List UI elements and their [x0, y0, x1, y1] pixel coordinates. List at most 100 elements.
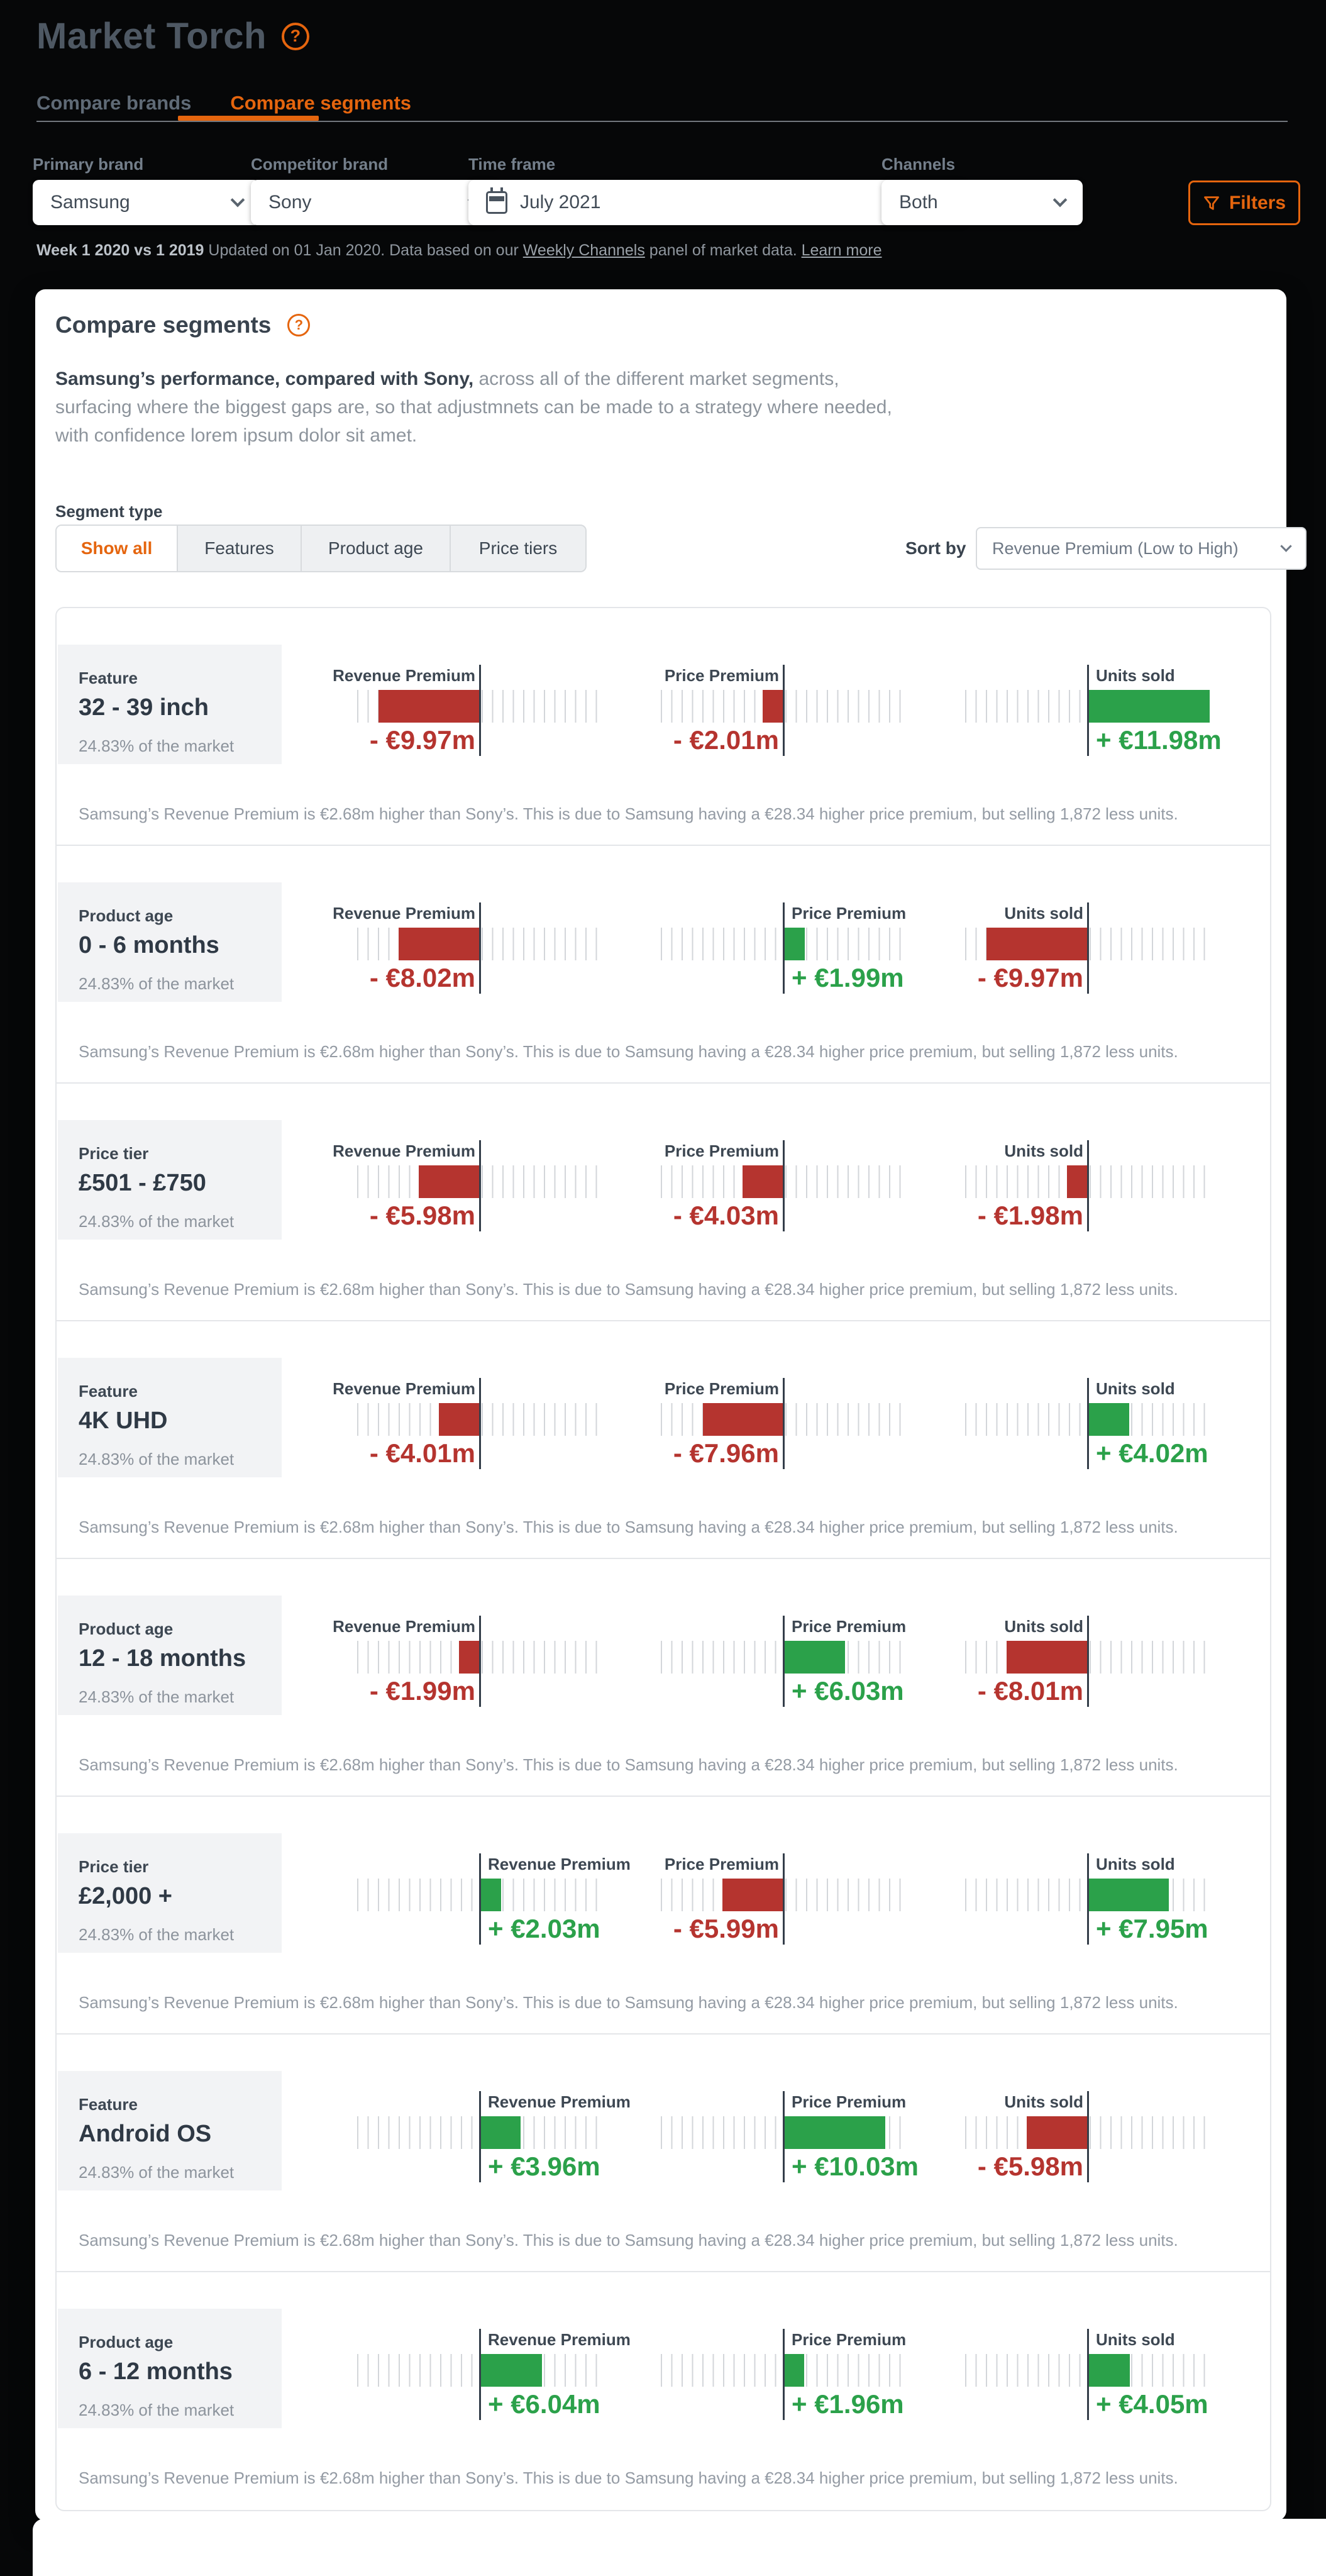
segment-card: Feature 4K UHD 24.83% of the market [58, 1358, 282, 1477]
sort-by-value: Revenue Premium (Low to High) [992, 538, 1239, 558]
segment-type: Product age [79, 906, 174, 925]
tick-scale [357, 928, 606, 960]
negative-bar [703, 1403, 783, 1436]
filters-button[interactable]: Filters [1188, 180, 1300, 225]
metric-label: Price Premium [664, 1379, 779, 1398]
metric-label: Price Premium [792, 2092, 907, 2111]
zero-axis [783, 1378, 785, 1469]
metric-value: - €1.98m [977, 1201, 1083, 1230]
negative-bar [763, 690, 783, 723]
metric-cell-revenue-premium: Revenue Premium + €3.96m [357, 2091, 631, 2182]
tick-scale [661, 1165, 910, 1198]
channels-select[interactable]: Both [881, 180, 1083, 225]
metric-cell-price-premium: Price Premium - €7.96m [661, 1378, 910, 1469]
competitor-brand-select[interactable]: Sony [251, 180, 497, 225]
tick-scale [965, 2116, 1214, 2149]
segment-card: Product age 6 - 12 months 24.83% of the … [58, 2309, 282, 2428]
zero-axis [1087, 1140, 1089, 1231]
metric-cell-units-sold: Units sold + €11.98m [965, 665, 1222, 756]
metric-label: Units sold [1004, 904, 1083, 923]
compare-segments-panel: Compare segments ? Samsung’s performance… [35, 289, 1307, 2521]
zero-axis [783, 1616, 785, 1707]
metric-value: - €2.01m [673, 725, 779, 755]
metric-value: - €7.96m [673, 1438, 779, 1468]
tab-divider [36, 121, 1288, 122]
segment-type: Feature [79, 1382, 138, 1401]
panel-description-bold: Samsung’s performance, compared with Son… [55, 369, 474, 389]
sort-by-select[interactable]: Revenue Premium (Low to High) [976, 527, 1307, 570]
zero-axis [1087, 2329, 1089, 2420]
negative-bar [378, 690, 479, 723]
segment-card: Price tier £2,000 + 24.83% of the market [58, 1833, 282, 1953]
tab-compare-segments[interactable]: Compare segments [230, 92, 412, 114]
page-title: Market Torch [36, 16, 267, 57]
metric-label: Revenue Premium [333, 1617, 475, 1636]
metric-value: + €6.03m [792, 1676, 904, 1706]
metric-label: Price Premium [664, 1855, 779, 1874]
metric-value: + €10.03m [792, 2151, 919, 2181]
segment-list: Feature 32 - 39 inch 24.83% of the marke… [55, 607, 1271, 2511]
segment-row: Feature Android OS 24.83% of the market … [57, 2035, 1270, 2272]
positive-bar [481, 1879, 501, 1911]
segment-type-button-group: Show all Features Product age Price tiers [55, 525, 587, 572]
segment-summary: Samsung’s Revenue Premium is €2.68m high… [79, 1280, 1178, 1299]
segment-name: 4K UHD [79, 1407, 168, 1434]
info-text: Updated on 01 Jan 2020. Data based on ou… [204, 242, 523, 259]
segment-type: Price tier [79, 1144, 149, 1163]
metric-label: Price Premium [792, 904, 907, 923]
segment-type-option-show-all[interactable]: Show all [57, 526, 178, 571]
segment-summary: Samsung’s Revenue Premium is €2.68m high… [79, 804, 1178, 823]
metric-cell-units-sold: Units sold + €7.95m [965, 1853, 1214, 1945]
metric-label: Price Premium [792, 1617, 907, 1636]
chevron-down-icon [230, 192, 245, 208]
segment-market-share: 24.83% of the market [79, 974, 235, 993]
primary-brand-select[interactable]: Samsung [33, 180, 260, 225]
tick-scale [661, 1879, 910, 1911]
zero-axis [1087, 665, 1089, 756]
filters-button-label: Filters [1229, 192, 1286, 213]
positive-bar [481, 2116, 521, 2149]
metric-value: - €5.98m [369, 1201, 475, 1230]
zero-axis [479, 1616, 481, 1707]
metric-value: - €4.03m [673, 1201, 779, 1230]
learn-more-link[interactable]: Learn more [801, 242, 882, 259]
metric-value: + €7.95m [1096, 1914, 1208, 1943]
sort-by-label: Sort by [905, 538, 966, 558]
metric-value: + €3.96m [488, 2151, 600, 2181]
segment-type-option-price-tiers[interactable]: Price tiers [451, 526, 585, 571]
help-icon[interactable]: ? [287, 314, 311, 336]
weekly-channels-link[interactable]: Weekly Channels [522, 242, 645, 259]
segment-card: Price tier £501 - £750 24.83% of the mar… [58, 1120, 282, 1240]
metric-cell-price-premium: Price Premium - €2.01m [661, 665, 910, 756]
metric-label: Revenue Premium [333, 904, 475, 923]
zero-axis [479, 2091, 481, 2182]
metric-value: - €5.99m [673, 1914, 779, 1943]
segment-type-label: Segment type [55, 502, 163, 521]
zero-axis [783, 1853, 785, 1945]
tick-scale [357, 1403, 606, 1436]
metric-label: Price Premium [792, 2330, 907, 2349]
tab-compare-brands[interactable]: Compare brands [36, 92, 192, 114]
positive-bar [785, 2354, 804, 2387]
positive-bar [1089, 2354, 1130, 2387]
help-icon[interactable]: ? [281, 22, 309, 50]
segment-type-option-features[interactable]: Features [178, 526, 302, 571]
metric-cell-revenue-premium: Revenue Premium - €4.01m [333, 1378, 606, 1469]
zero-axis [783, 2091, 785, 2182]
segment-row: Feature 32 - 39 inch 24.83% of the marke… [57, 608, 1270, 846]
zero-axis [783, 902, 785, 994]
zero-axis [479, 1853, 481, 1945]
segment-card: Feature 32 - 39 inch 24.83% of the marke… [58, 645, 282, 764]
segment-type-option-product-age[interactable]: Product age [302, 526, 451, 571]
metric-value: - €5.98m [977, 2151, 1083, 2181]
segment-summary: Samsung’s Revenue Premium is €2.68m high… [79, 1993, 1178, 2012]
negative-bar [743, 1165, 783, 1198]
panel-description-rest: across all of the different market segme… [55, 369, 892, 446]
panel-description: Samsung’s performance, compared with Son… [55, 365, 901, 450]
metric-label: Revenue Premium [488, 1855, 631, 1874]
segment-card: Product age 12 - 18 months 24.83% of the… [58, 1596, 282, 1715]
segment-type: Feature [79, 2095, 138, 2114]
tick-scale [661, 1403, 910, 1436]
primary-brand-value: Samsung [50, 192, 130, 213]
negative-bar [1007, 1641, 1087, 1674]
